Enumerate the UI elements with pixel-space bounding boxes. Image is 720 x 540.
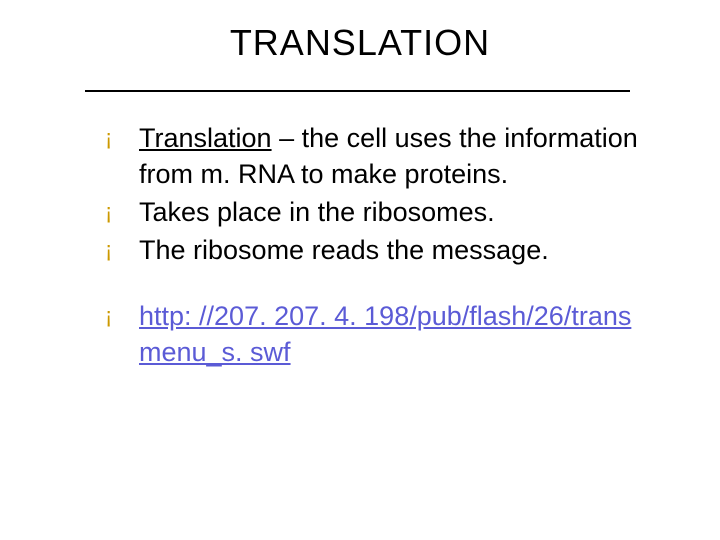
list-item: ¡ Takes place in the ribosomes. [105,194,645,230]
bullet-icon: ¡ [105,232,139,268]
title-underline-rule [85,90,630,92]
resource-link[interactable]: http: //207. 207. 4. 198/pub/flash/26/tr… [139,301,631,367]
bullet-text: The ribosome reads the message. [139,232,645,268]
bullet-icon: ¡ [105,194,139,230]
slide-title: TRANSLATION [0,22,720,64]
bullet-icon: ¡ [105,298,139,334]
slide: TRANSLATION ¡ Translation – the cell use… [0,0,720,540]
bullet-text: Translation – the cell uses the informat… [139,120,645,192]
bullet-text: http: //207. 207. 4. 198/pub/flash/26/tr… [139,298,645,370]
list-item: ¡ http: //207. 207. 4. 198/pub/flash/26/… [105,298,645,370]
content-area: ¡ Translation – the cell uses the inform… [105,120,645,372]
list-item: ¡ The ribosome reads the message. [105,232,645,268]
bullet-text: Takes place in the ribosomes. [139,194,645,230]
bullet-icon: ¡ [105,120,139,156]
list-item: ¡ Translation – the cell uses the inform… [105,120,645,192]
term-translation: Translation [139,123,272,153]
